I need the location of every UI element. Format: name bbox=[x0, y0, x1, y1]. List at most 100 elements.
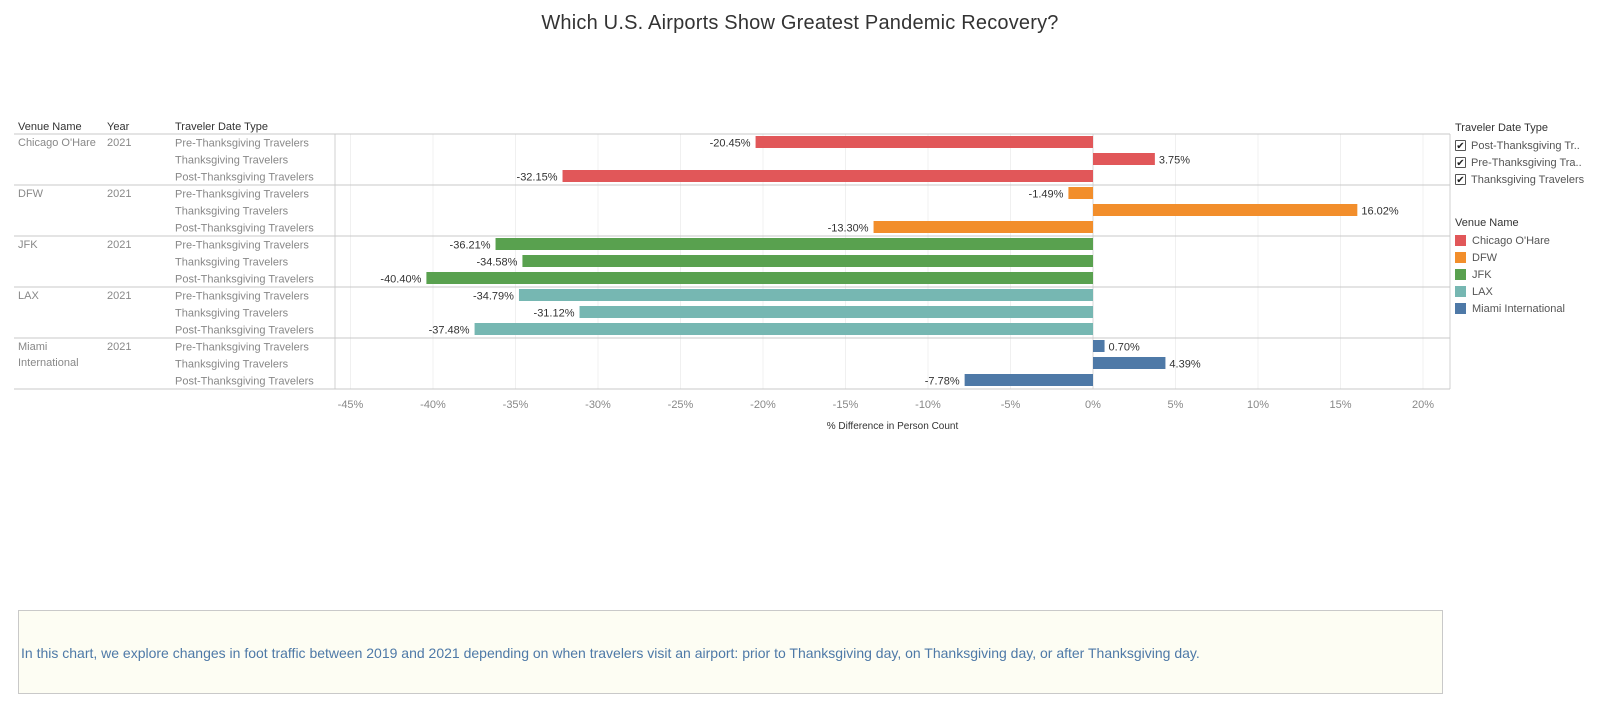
traveler-date-type-label: Post-Thanksgiving Travelers bbox=[175, 325, 314, 337]
caption-text: In this chart, we explore changes in foo… bbox=[21, 645, 1200, 661]
bar bbox=[562, 170, 1093, 182]
x-tick-label: 5% bbox=[1168, 399, 1184, 411]
bar bbox=[579, 306, 1093, 318]
data-label: -34.58% bbox=[476, 257, 517, 269]
year-label: 2021 bbox=[107, 290, 131, 302]
x-tick-label: 15% bbox=[1329, 399, 1351, 411]
venue-name-label: Miami bbox=[18, 341, 47, 353]
traveler-date-type-label: Thanksgiving Travelers bbox=[175, 359, 289, 371]
legend-item-label: Chicago O'Hare bbox=[1472, 234, 1550, 247]
x-tick-label: -10% bbox=[915, 399, 941, 411]
traveler-date-type-label: Pre-Thanksgiving Travelers bbox=[175, 240, 309, 252]
data-label: 4.39% bbox=[1169, 359, 1200, 371]
chart-title: Which U.S. Airports Show Greatest Pandem… bbox=[541, 12, 1059, 34]
x-tick-label: -5% bbox=[1001, 399, 1021, 411]
legend-item-label: Post-Thanksgiving Tr.. bbox=[1471, 139, 1580, 152]
bar bbox=[1093, 357, 1166, 369]
data-label: -1.49% bbox=[1029, 189, 1064, 201]
data-label: -36.21% bbox=[450, 240, 491, 252]
legend-item-label: Pre-Thanksgiving Tra.. bbox=[1471, 156, 1582, 169]
color-swatch bbox=[1455, 303, 1466, 314]
venue-name-label: International bbox=[18, 357, 79, 369]
data-label: -7.78% bbox=[925, 376, 960, 388]
venue-name-label: DFW bbox=[18, 188, 44, 200]
bar bbox=[522, 255, 1093, 267]
bar bbox=[426, 272, 1093, 284]
year-label: 2021 bbox=[107, 137, 131, 149]
header-venue-name: Venue Name bbox=[18, 121, 82, 133]
bar bbox=[1093, 153, 1155, 165]
bar bbox=[1068, 187, 1093, 199]
traveler-date-type-label: Pre-Thanksgiving Travelers bbox=[175, 138, 309, 150]
x-tick-label: 10% bbox=[1247, 399, 1269, 411]
x-tick-label: -25% bbox=[668, 399, 694, 411]
legend-venue-name: Venue Name Chicago O'Hare DFW JFK LAX Miami … bbox=[1455, 217, 1565, 317]
venue-name-label: LAX bbox=[18, 290, 39, 302]
checkbox-icon[interactable]: ✔ bbox=[1455, 140, 1466, 152]
bar bbox=[1093, 204, 1358, 216]
legend-filter-item[interactable]: ✔ Thanksgiving Travelers bbox=[1455, 171, 1584, 188]
legend-item-label: Miami International bbox=[1472, 302, 1565, 315]
traveler-date-type-label: Post-Thanksgiving Travelers bbox=[175, 172, 314, 184]
legend-color-item[interactable]: Miami International bbox=[1455, 300, 1565, 317]
legend-item-label: Thanksgiving Travelers bbox=[1471, 173, 1585, 186]
bar bbox=[964, 374, 1093, 386]
x-axis-label: % Difference in Person Count bbox=[827, 421, 959, 432]
traveler-date-type-label: Thanksgiving Travelers bbox=[175, 257, 289, 269]
caption-box: In this chart, we explore changes in foo… bbox=[18, 610, 1443, 694]
checkbox-icon[interactable]: ✔ bbox=[1455, 157, 1466, 169]
legend-title: Traveler Date Type bbox=[1455, 122, 1548, 134]
legend-filter-item[interactable]: ✔ Post-Thanksgiving Tr.. bbox=[1455, 137, 1584, 154]
year-label: 2021 bbox=[107, 188, 131, 200]
data-label: -37.48% bbox=[429, 325, 470, 337]
legend-traveler-date-type: Traveler Date Type ✔ Post-Thanksgiving Tr… bbox=[1455, 122, 1584, 188]
data-label: -32.15% bbox=[517, 172, 558, 184]
bar bbox=[873, 221, 1093, 233]
venue-name-label: JFK bbox=[18, 239, 38, 251]
traveler-date-type-label: Thanksgiving Travelers bbox=[175, 206, 289, 218]
data-label: 0.70% bbox=[1109, 342, 1140, 354]
bar bbox=[495, 238, 1093, 250]
traveler-date-type-label: Pre-Thanksgiving Travelers bbox=[175, 291, 309, 303]
traveler-date-type-label: Post-Thanksgiving Travelers bbox=[175, 376, 314, 388]
data-label: 3.75% bbox=[1159, 155, 1190, 167]
x-tick-label: -35% bbox=[503, 399, 529, 411]
bar bbox=[518, 289, 1093, 301]
year-label: 2021 bbox=[107, 239, 131, 251]
x-tick-label: -30% bbox=[585, 399, 611, 411]
traveler-date-type-label: Pre-Thanksgiving Travelers bbox=[175, 342, 309, 354]
data-label: -40.40% bbox=[380, 274, 421, 286]
data-label: -34.79% bbox=[473, 291, 514, 303]
traveler-date-type-label: Thanksgiving Travelers bbox=[175, 308, 289, 320]
color-swatch bbox=[1455, 286, 1466, 297]
traveler-date-type-label: Pre-Thanksgiving Travelers bbox=[175, 189, 309, 201]
data-label: -31.12% bbox=[534, 308, 575, 320]
x-tick-label: 20% bbox=[1412, 399, 1434, 411]
color-swatch bbox=[1455, 269, 1466, 280]
color-swatch bbox=[1455, 235, 1466, 246]
x-tick-label: 0% bbox=[1085, 399, 1101, 411]
header-traveler-date-type: Traveler Date Type bbox=[175, 121, 268, 133]
legend-filter-item[interactable]: ✔ Pre-Thanksgiving Tra.. bbox=[1455, 154, 1584, 171]
traveler-date-type-label: Post-Thanksgiving Travelers bbox=[175, 274, 314, 286]
data-label: -13.30% bbox=[828, 223, 869, 235]
data-label: 16.02% bbox=[1361, 206, 1399, 218]
legend-color-item[interactable]: Chicago O'Hare bbox=[1455, 232, 1565, 249]
legend-color-item[interactable]: LAX bbox=[1455, 283, 1565, 300]
x-tick-label: -40% bbox=[420, 399, 446, 411]
bar-chart: Venue Name Year Traveler Date Type Chicago … bbox=[14, 121, 1451, 432]
venue-name-label: Chicago O'Hare bbox=[18, 137, 96, 149]
traveler-date-type-label: Thanksgiving Travelers bbox=[175, 155, 289, 167]
header-year: Year bbox=[107, 121, 130, 133]
x-tick-label: -45% bbox=[338, 399, 364, 411]
color-swatch bbox=[1455, 252, 1466, 263]
legend-item-label: DFW bbox=[1472, 251, 1498, 264]
year-label: 2021 bbox=[107, 341, 131, 353]
bar bbox=[1093, 340, 1105, 352]
traveler-date-type-label: Post-Thanksgiving Travelers bbox=[175, 223, 314, 235]
legend-item-label: LAX bbox=[1472, 285, 1493, 298]
bar bbox=[474, 323, 1094, 335]
legend-color-item[interactable]: JFK bbox=[1455, 266, 1565, 283]
checkbox-icon[interactable]: ✔ bbox=[1455, 174, 1466, 186]
legend-color-item[interactable]: DFW bbox=[1455, 249, 1565, 266]
